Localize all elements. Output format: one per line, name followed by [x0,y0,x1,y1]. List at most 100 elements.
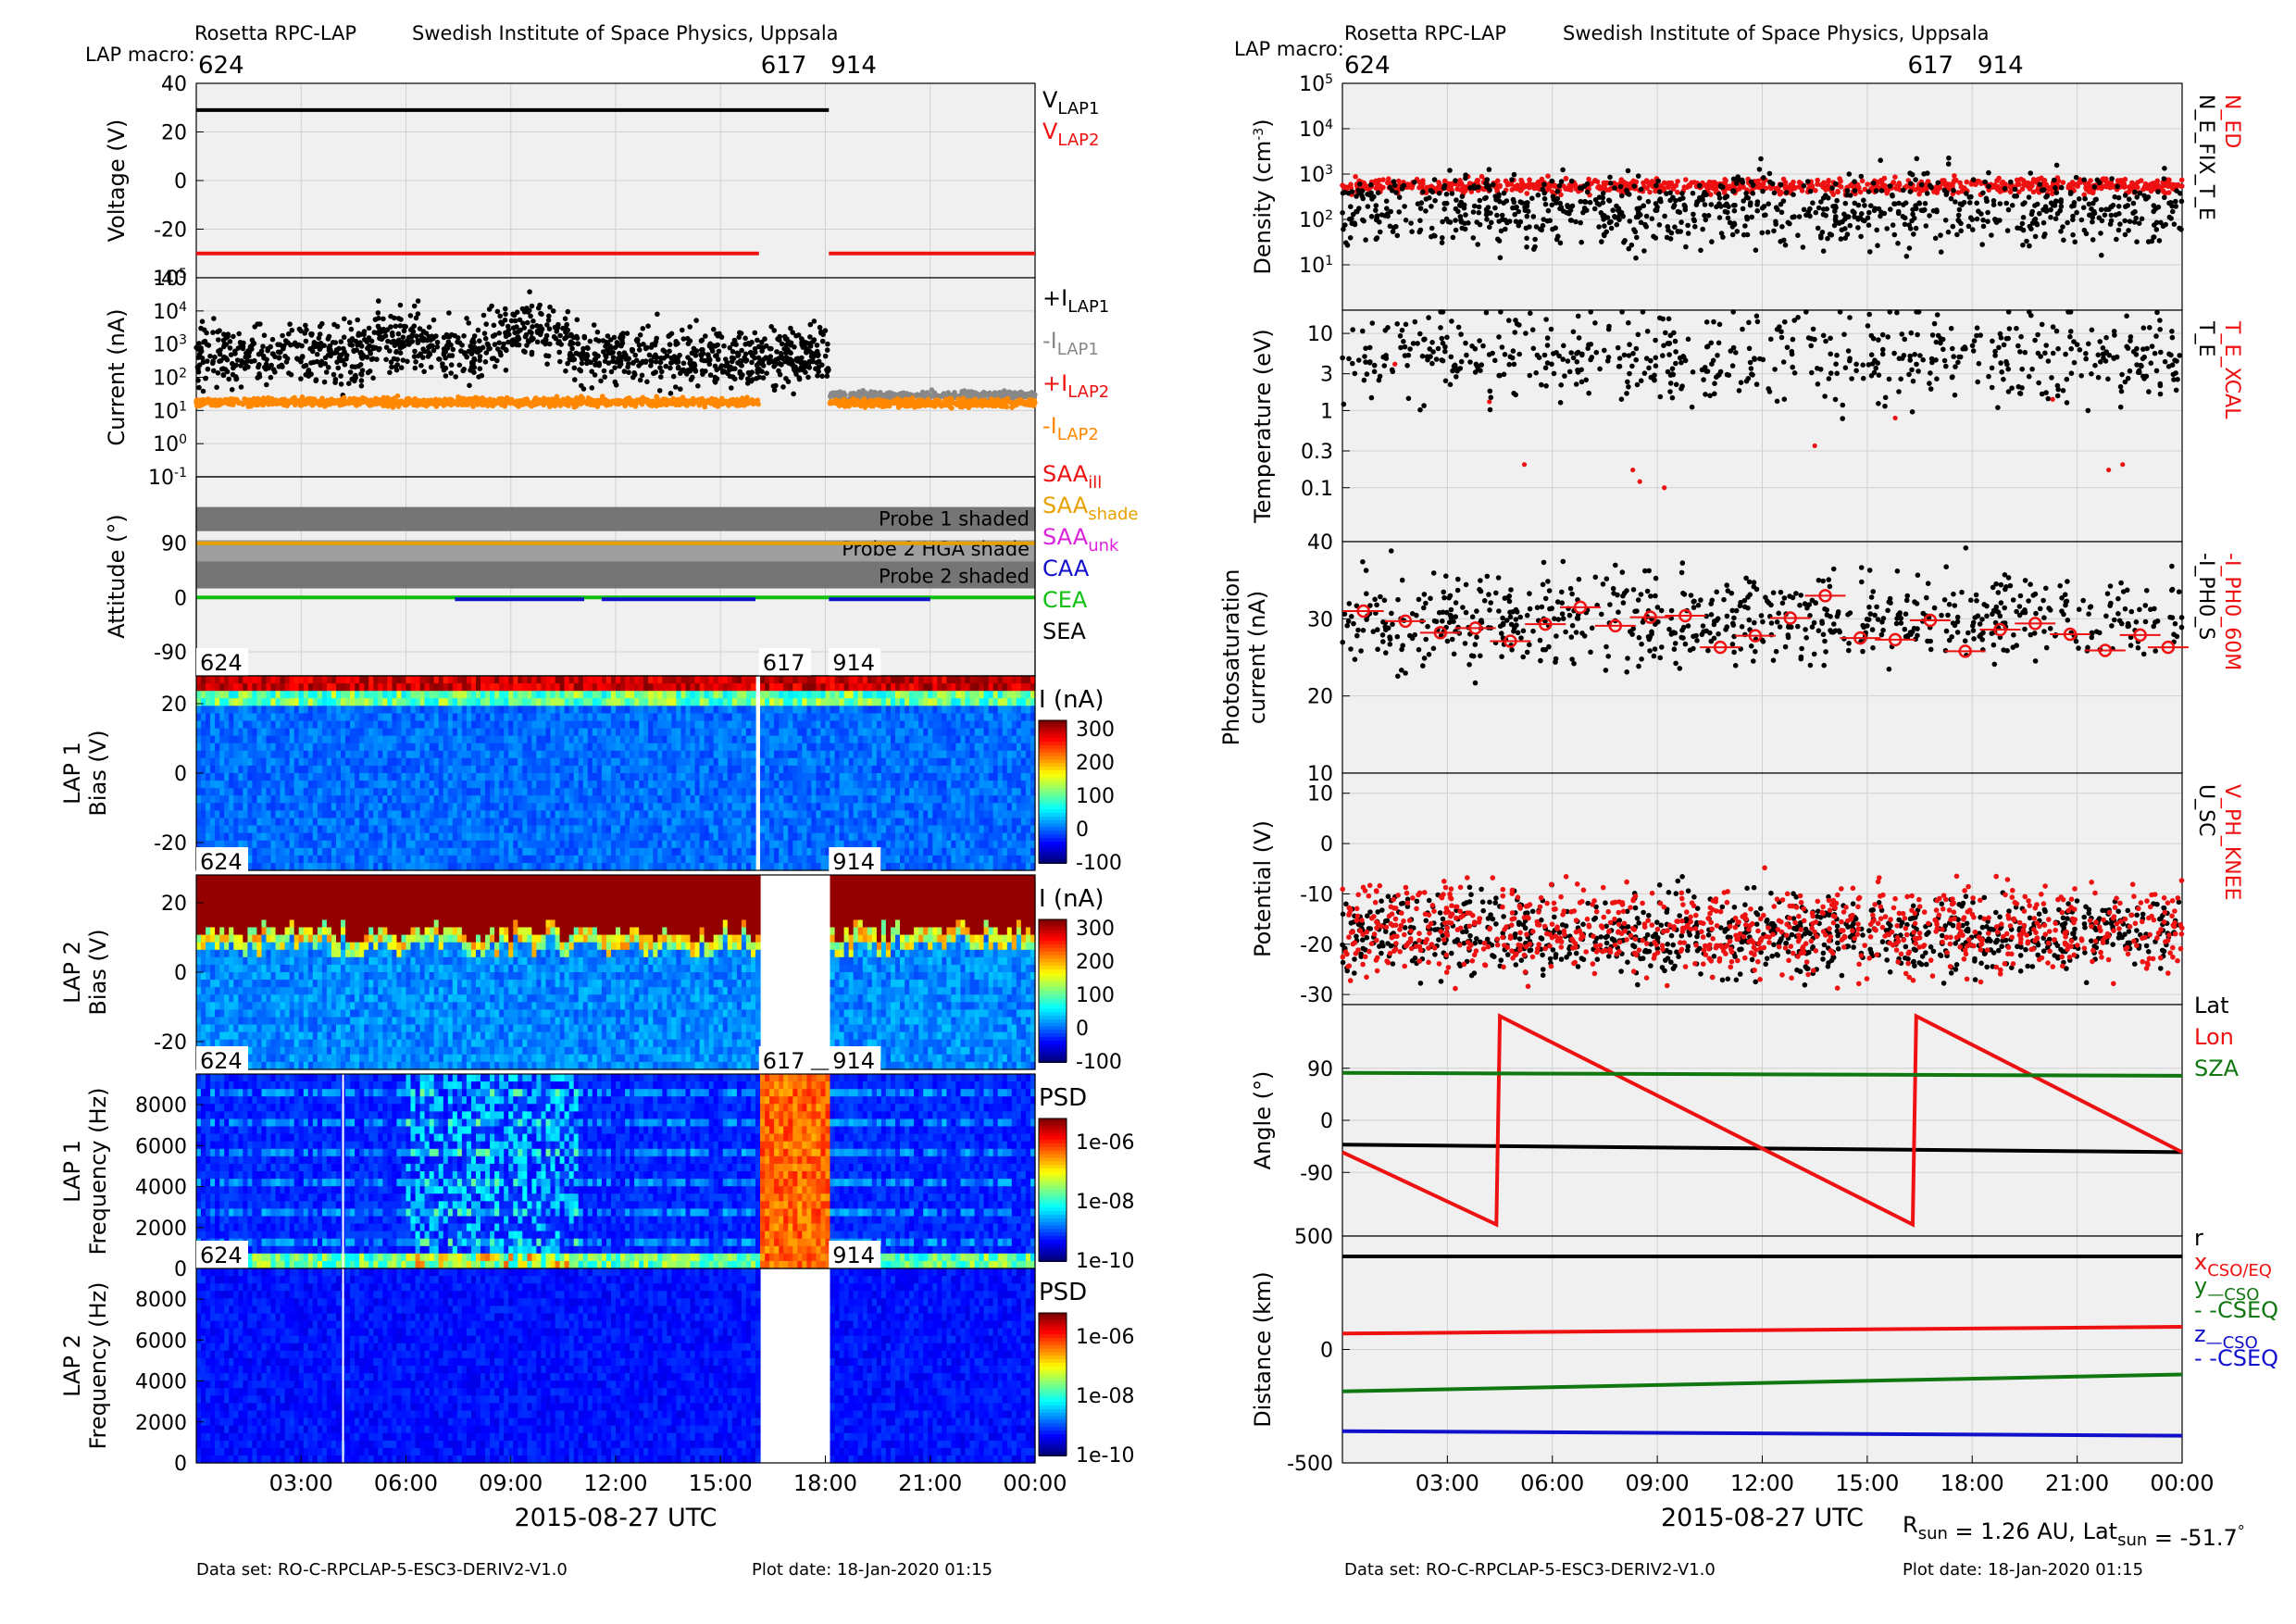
heatmap-cell [210,751,216,759]
heatmap-cell [247,736,253,744]
heatmap-cell [299,803,305,811]
series-point--ilap1 [304,339,309,344]
heatmap-cell [453,795,458,804]
heatmap-cell [490,810,495,818]
heatmap-cell [416,706,421,714]
heatmap-cell [341,856,346,864]
heatmap-cell [201,676,206,684]
heatmap-cell [387,781,393,789]
heatmap-cell [462,773,468,781]
series-point--ilap1 [360,368,366,373]
heatmap-cell [206,743,211,752]
series-point--ilap1 [483,336,489,342]
heatmap-cell [494,751,500,759]
heatmap-cell [467,721,472,730]
heatmap-cell [281,788,286,796]
heatmap-cell [518,691,523,699]
heatmap-cell [355,698,360,706]
heatmap-cell [238,729,243,737]
heatmap-cell [271,795,277,804]
series-point--ilap1 [551,308,556,314]
series-point--ilap2 [221,399,227,405]
series-point--ilap1 [294,344,300,349]
heatmap-cell [373,841,379,849]
heatmap-cell [457,788,463,796]
heatmap-cell [276,826,281,834]
series-point--ilap2 [990,397,995,403]
heatmap-cell [396,751,402,759]
heatmap-cell [430,826,435,834]
series-point--ilap1 [408,313,414,319]
heatmap-cell [504,721,509,730]
heatmap-cell [267,818,272,827]
heatmap-cell [313,826,318,834]
heatmap-cell [513,751,518,759]
heatmap-cell [336,795,342,804]
heatmap-cell [494,795,500,804]
heatmap-cell [368,713,374,721]
heatmap-cell [327,795,332,804]
heatmap-cell [490,713,495,721]
macro-label: 617 [761,52,807,80]
heatmap-cell [229,833,234,842]
heatmap-cell [271,721,277,730]
heatmap-cell [364,729,369,737]
heatmap-cell [392,721,397,730]
series-point--ilap1 [768,346,774,352]
heatmap-cell [420,676,426,684]
heatmap-cell [219,743,225,752]
heatmap-cell [285,848,291,856]
heatmap-cell [430,766,435,774]
series-point--ilap1 [414,333,419,339]
heatmap-cell [229,758,234,767]
heatmap-cell [508,676,514,684]
series-point--ilap2 [480,398,486,404]
series-point--ilap1 [466,320,471,326]
series-point--ilap1 [352,349,357,355]
heatmap-cell [387,758,393,767]
heatmap-cell [430,818,435,827]
heatmap-cell [402,795,407,804]
heatmap-cell [304,826,309,834]
series-point--ilap2 [420,400,426,406]
series-point--ilap1 [306,368,312,373]
series-point--ilap1 [782,334,788,340]
heatmap-cell [238,788,243,796]
heatmap-cell [327,810,332,818]
heatmap-cell [313,713,318,721]
heatmap-cell [378,766,383,774]
series-point--ilap2 [702,400,707,406]
heatmap-cell [233,683,239,692]
heatmap-cell [504,691,509,699]
series-point--ilap1 [637,347,643,353]
heatmap-cell [233,826,239,834]
y-tick-label: 0 [174,170,187,194]
series-point--ilap1 [790,330,795,335]
heatmap-cell [262,795,268,804]
heatmap-cell [494,788,500,796]
heatmap-cell [252,743,257,752]
series-point--ilap1 [214,385,219,391]
heatmap-cell [439,856,444,864]
heatmap-cell [518,758,523,767]
heatmap-cell [252,751,257,759]
heatmap-cell [480,683,486,692]
heatmap-cell [364,713,369,721]
heatmap-cell [416,781,421,789]
heatmap-cell [396,826,402,834]
heatmap-cell [373,788,379,796]
heatmap-cell [406,766,412,774]
heatmap-cell [252,848,257,856]
heatmap-cell [256,743,262,752]
heatmap-cell [504,751,509,759]
heatmap-cell [290,788,295,796]
heatmap-cell [462,810,468,818]
heatmap-cell [201,810,206,818]
heatmap-cell [219,706,225,714]
heatmap-cell [331,810,337,818]
series-point--ilap1 [297,327,303,332]
heatmap-cell [425,698,430,706]
heatmap-cell [508,810,514,818]
heatmap-cell [233,698,239,706]
series-point--ilap1 [601,349,606,355]
